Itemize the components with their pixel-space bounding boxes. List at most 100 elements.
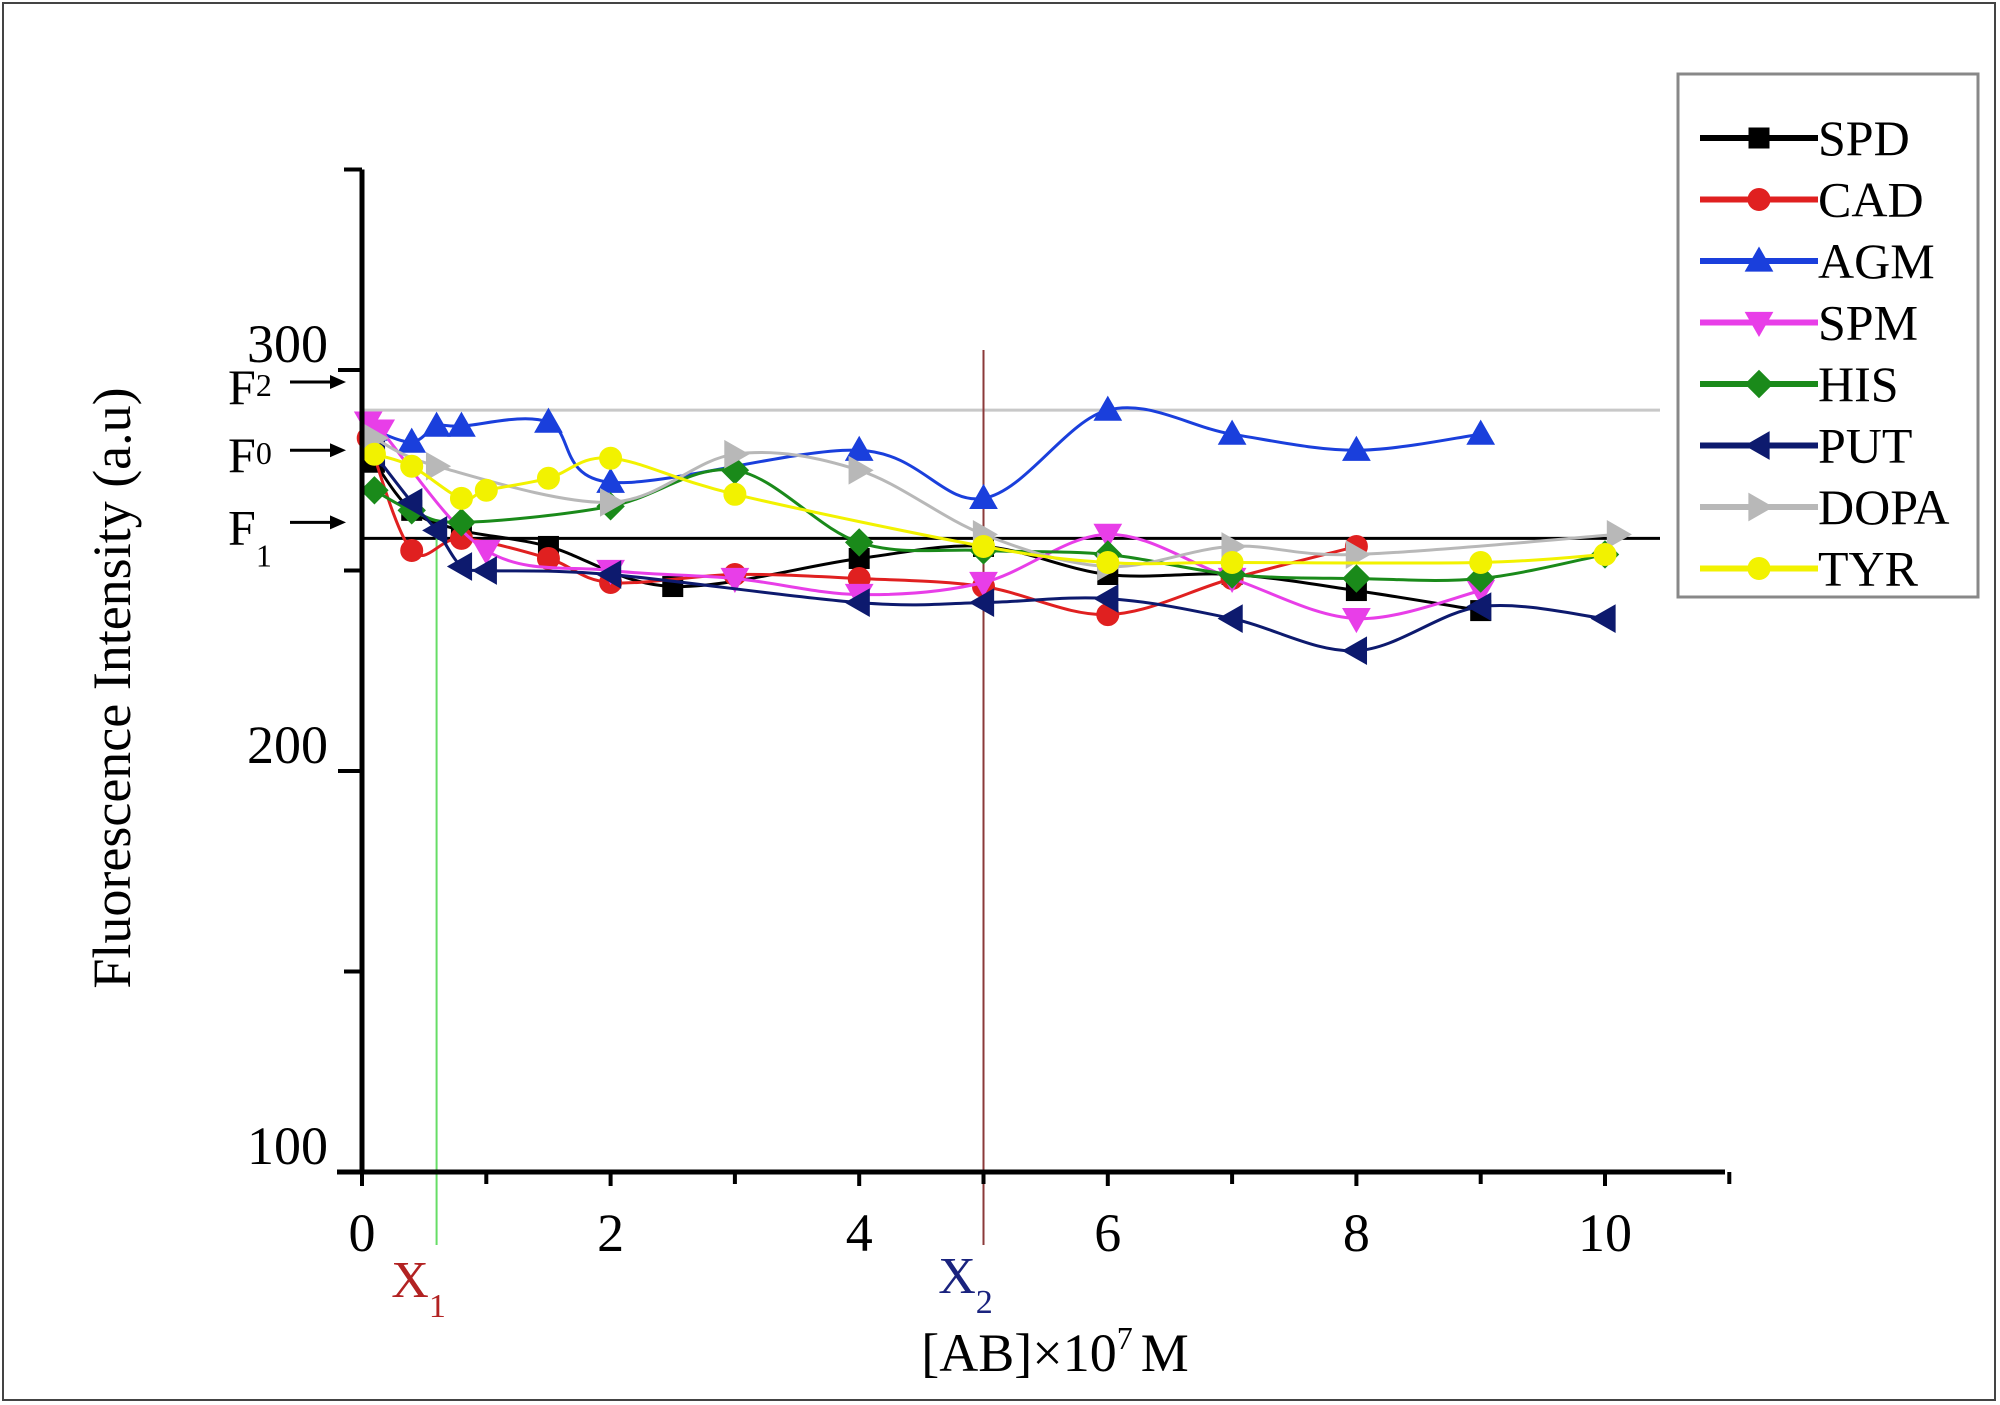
data-point-tyr — [723, 482, 747, 506]
legend-label-spd: SPD — [1818, 110, 1910, 166]
x-axis-label: [AB]×107 M — [921, 1320, 1188, 1383]
data-point-spm — [969, 571, 998, 598]
data-point-agm — [844, 435, 874, 461]
annotation-x2: X2 — [938, 1248, 993, 1321]
data-point-dopa — [848, 455, 874, 485]
data-point-put — [1466, 592, 1492, 621]
legend-item-dopa: DOPA — [1700, 479, 1950, 535]
data-point-agm — [1342, 435, 1371, 461]
legend-label-tyr: TYR — [1818, 541, 1919, 597]
annotation-label-f0: F0 — [228, 427, 272, 483]
data-point-his — [1342, 564, 1371, 593]
x-axis-label-base: [AB]×10 — [921, 1323, 1116, 1383]
legend-label-his: HIS — [1818, 356, 1899, 412]
data-point-tyr — [400, 454, 424, 478]
data-point-tyr — [1220, 550, 1244, 574]
x-tick-label: 2 — [597, 1203, 624, 1263]
legend-item-cad: CAD — [1700, 172, 1924, 228]
data-point-put — [397, 487, 423, 517]
data-point-his — [844, 528, 874, 557]
legend-label-spm: SPM — [1818, 295, 1918, 351]
reference-lines — [362, 349, 1660, 1245]
y-tick-label: 100 — [247, 1116, 328, 1176]
annotation-f1: F1 — [228, 499, 346, 573]
x-tick-label: 6 — [1094, 1203, 1121, 1263]
data-point-spm — [1342, 607, 1371, 634]
legend-label-dopa: DOPA — [1818, 479, 1950, 535]
data-point-spm — [471, 539, 501, 565]
series-spm — [353, 411, 1496, 634]
legend-label-agm: AGM — [1818, 233, 1935, 289]
data-point-his — [447, 508, 476, 537]
data-point-dopa — [1606, 520, 1632, 549]
data-point-agm — [422, 411, 451, 437]
annotation-arrow-head — [330, 375, 346, 390]
x-tick-label: 4 — [846, 1203, 873, 1263]
series-tyr — [362, 442, 1617, 574]
data-point-put — [422, 516, 448, 545]
data-point-dopa — [1345, 540, 1371, 569]
annotation-label-f2: F2 — [228, 359, 272, 415]
data-point-tyr — [1593, 542, 1617, 566]
data-point-agm — [1093, 395, 1123, 421]
legend-item-his: HIS — [1700, 356, 1899, 412]
legend-item-agm: AGM — [1700, 233, 1935, 289]
y-tick-label: 300 — [247, 314, 328, 374]
x-tick-label: 0 — [349, 1203, 376, 1263]
data-point-tyr — [474, 478, 498, 502]
data-point-put — [1590, 604, 1616, 633]
data-point-spm — [1093, 523, 1123, 549]
data-point-cad — [536, 546, 560, 570]
legend-label-put: PUT — [1818, 418, 1912, 474]
legend-marker-dopa — [1748, 492, 1774, 522]
data-point-tyr — [1469, 550, 1493, 574]
data-point-cad — [400, 538, 424, 562]
data-point-agm — [1466, 419, 1496, 445]
annotation-label-f1: F1 — [228, 499, 272, 573]
data-point-his — [360, 476, 389, 505]
data-point-tyr — [362, 442, 386, 466]
annotations: F2 F0 F1 X1 X2 — [228, 359, 993, 1325]
legend-marker-spm — [1744, 311, 1774, 338]
data-point-dopa — [599, 487, 626, 517]
data-point-tyr — [1096, 550, 1120, 574]
series-line-his — [373, 468, 1606, 582]
data-point-spm — [720, 567, 750, 594]
legend-marker-cad — [1747, 188, 1771, 211]
data-point-agm — [447, 411, 476, 437]
x-axis-label-unit: M — [1141, 1323, 1189, 1383]
axes: 0 2 4 6 8 10 100 200 300 — [247, 167, 1732, 1263]
legend-item-spm: SPM — [1700, 295, 1918, 351]
data-point-agm — [534, 407, 563, 433]
annotation-f0: F0 — [228, 427, 346, 483]
data-point-tyr — [536, 466, 560, 490]
data-point-put — [596, 560, 622, 589]
y-axis-label: Fluorescence Intensity (a.u) — [82, 387, 142, 988]
x-axis-label-exponent: 7 — [1117, 1320, 1133, 1356]
legend-item-spd: SPD — [1700, 110, 1910, 166]
data-point-dopa — [724, 439, 750, 469]
data-point-tyr — [449, 486, 473, 510]
legend-item-put: PUT — [1700, 418, 1912, 474]
x-tick-label: 10 — [1578, 1203, 1632, 1263]
data-point-put — [1217, 604, 1243, 633]
data-point-agm — [969, 483, 998, 509]
x-tick-label: 8 — [1343, 1203, 1370, 1263]
data-point-put — [1093, 584, 1119, 613]
legend-marker-spd — [1748, 127, 1770, 149]
data-point-agm — [1217, 419, 1247, 445]
series-line-dopa — [373, 436, 1618, 569]
legend-marker-tyr — [1747, 557, 1771, 580]
data-point-dopa — [425, 451, 452, 481]
data-point-agm — [397, 427, 427, 453]
data-point-put — [446, 552, 473, 581]
data-point-tyr — [599, 446, 623, 470]
annotation-arrow-head — [330, 515, 346, 530]
series-layer — [353, 395, 1632, 666]
data-point-put — [844, 588, 870, 617]
series-agm — [360, 395, 1496, 509]
legend-marker-his — [1744, 369, 1774, 399]
